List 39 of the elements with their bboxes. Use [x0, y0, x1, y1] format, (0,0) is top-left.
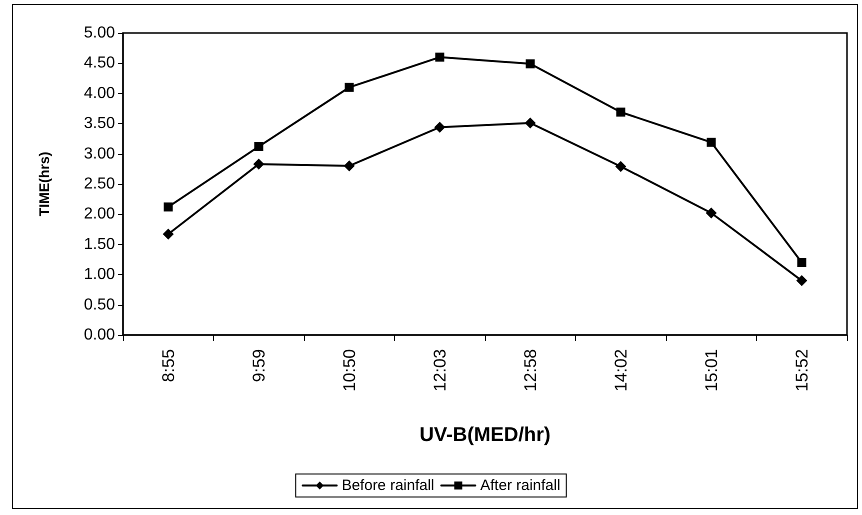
y-tick-label: 5.00 [84, 24, 116, 42]
y-tick-label: 2.00 [84, 206, 116, 223]
point [706, 207, 717, 218]
point [526, 59, 535, 68]
legend-label: Before rainfall [342, 477, 434, 494]
x-tick-label: 15:52 [792, 349, 812, 392]
point [164, 202, 173, 212]
x-tick-label: 10:50 [340, 349, 359, 392]
y-tick-label: 0.00 [84, 326, 116, 344]
y-tick-label: 1.00 [84, 266, 116, 284]
y-tick-label: 3.50 [84, 115, 116, 132]
y-tick-label: 0.50 [84, 296, 116, 314]
y-axis-title: TIME(hrs) [36, 152, 52, 216]
y-tick-label: 1.50 [84, 236, 116, 253]
x-tick-label: 12:03 [430, 349, 450, 392]
point [706, 138, 716, 147]
x-tick-label: 8:55 [158, 349, 178, 382]
point [162, 228, 174, 240]
point [615, 160, 626, 172]
point [254, 142, 264, 152]
x-tick-label: 9:59 [249, 349, 268, 382]
point [524, 117, 536, 128]
point [616, 108, 626, 117]
y-tick-label: 4.50 [84, 54, 116, 72]
y-tick-label: 2.50 [84, 176, 116, 192]
point [253, 158, 264, 170]
point [797, 258, 806, 268]
x-tick-label: 15:01 [702, 349, 721, 392]
point [344, 160, 355, 172]
x-tick-label: 12:58 [520, 349, 540, 392]
y-tick-label: 3.00 [84, 145, 116, 162]
point [344, 82, 354, 92]
point [796, 275, 808, 286]
x-axis-title: UV-B(MED/hr) [419, 424, 551, 446]
legend-label: After rainfall [480, 477, 560, 494]
y-tick-label: 4.00 [84, 84, 116, 102]
x-tick-label: 14:02 [611, 349, 630, 392]
point [435, 52, 444, 62]
point [434, 122, 446, 133]
